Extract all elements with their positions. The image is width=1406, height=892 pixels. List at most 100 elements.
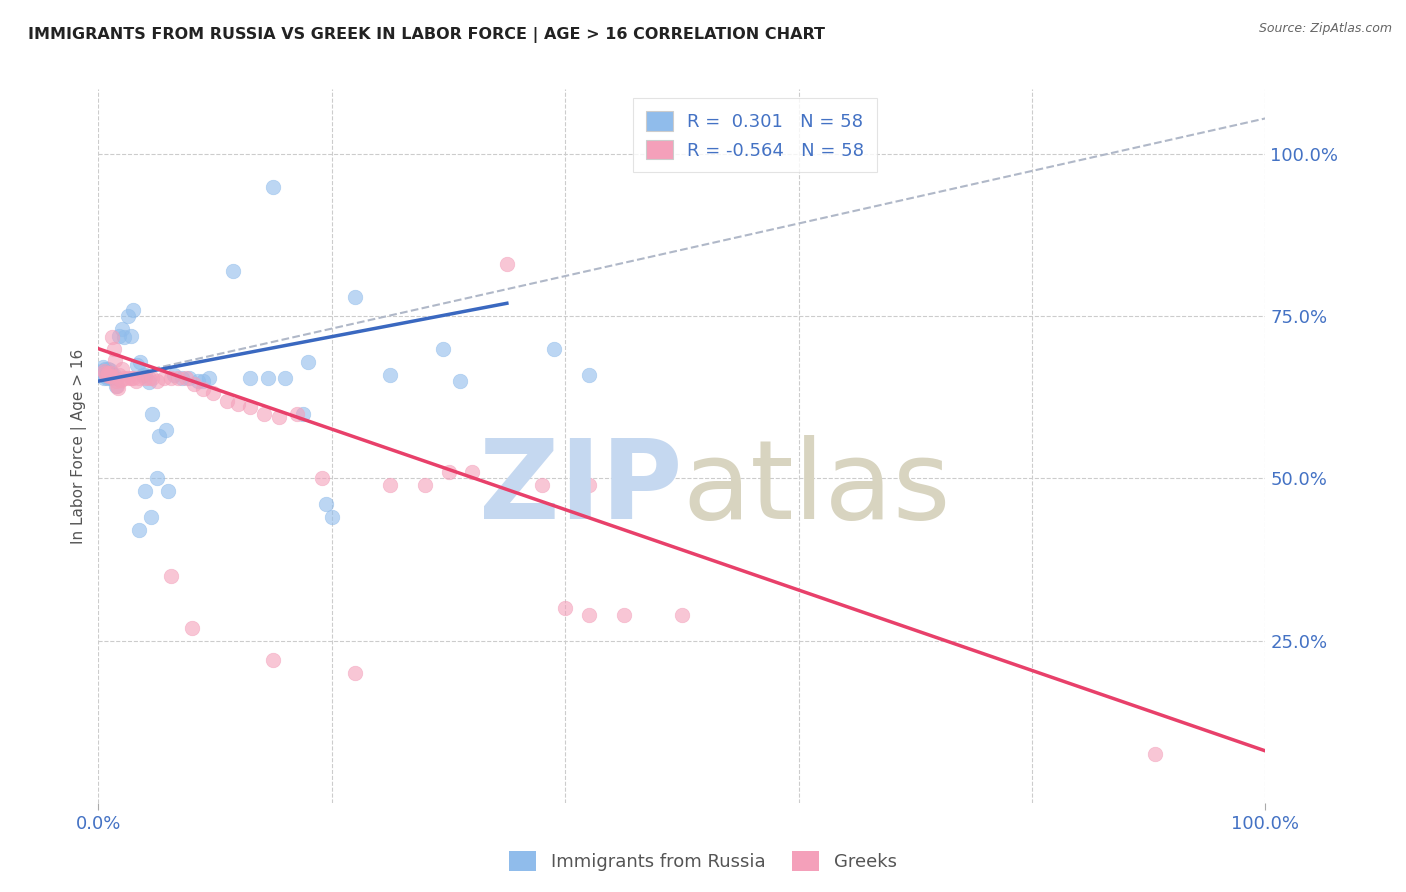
Point: [122, 302, 145, 317]
Point: [1143, 747, 1166, 761]
Point: [138, 376, 160, 390]
Point: [432, 342, 454, 356]
Point: [101, 330, 124, 344]
Point: [215, 393, 238, 408]
Point: [111, 322, 134, 336]
Point: [93, 364, 115, 378]
Point: [378, 478, 402, 492]
Point: [671, 607, 693, 622]
Point: [125, 358, 148, 372]
Point: [128, 371, 150, 385]
Point: [378, 368, 402, 382]
Point: [134, 484, 156, 499]
Point: [110, 373, 132, 387]
Point: [117, 310, 139, 324]
Legend: R =  0.301   N = 58, R = -0.564   N = 58: R = 0.301 N = 58, R = -0.564 N = 58: [633, 98, 877, 172]
Point: [108, 368, 131, 382]
Point: [344, 666, 367, 681]
Point: [107, 381, 129, 395]
Point: [179, 371, 201, 385]
Point: [138, 371, 160, 385]
Point: [134, 371, 156, 385]
Point: [93, 371, 115, 385]
Point: [495, 257, 517, 271]
Point: [163, 368, 186, 382]
Point: [112, 330, 135, 344]
Point: [166, 371, 188, 385]
Text: Source: ZipAtlas.com: Source: ZipAtlas.com: [1258, 22, 1392, 36]
Point: [98, 366, 121, 380]
Point: [93, 368, 115, 382]
Point: [98, 371, 121, 385]
Point: [97, 368, 120, 383]
Point: [96, 368, 118, 382]
Point: [530, 478, 553, 492]
Point: [146, 374, 169, 388]
Point: [101, 368, 124, 383]
Point: [157, 484, 180, 499]
Point: [91, 359, 114, 374]
Y-axis label: In Labor Force | Age > 16: In Labor Force | Age > 16: [72, 349, 87, 543]
Point: [285, 407, 308, 421]
Point: [97, 366, 120, 380]
Point: [105, 379, 128, 393]
Point: [104, 379, 127, 393]
Point: [461, 465, 484, 479]
Point: [291, 407, 314, 421]
Point: [297, 354, 319, 368]
Point: [98, 363, 121, 377]
Point: [97, 368, 120, 383]
Point: [134, 368, 156, 382]
Point: [141, 407, 163, 421]
Point: [239, 371, 262, 385]
Point: [174, 371, 197, 385]
Point: [112, 371, 135, 385]
Point: [94, 368, 117, 383]
Point: [128, 524, 150, 538]
Point: [193, 382, 215, 396]
Point: [94, 366, 117, 380]
Point: [104, 353, 127, 368]
Point: [239, 400, 262, 414]
Point: [262, 179, 284, 194]
Point: [104, 374, 127, 388]
Point: [311, 471, 333, 485]
Point: [100, 368, 122, 383]
Point: [543, 342, 565, 356]
Text: ZIP: ZIP: [478, 435, 682, 542]
Point: [103, 342, 125, 356]
Point: [108, 328, 131, 343]
Point: [97, 370, 120, 384]
Point: [193, 374, 215, 388]
Point: [578, 368, 600, 382]
Point: [172, 371, 194, 385]
Point: [96, 366, 118, 380]
Point: [613, 607, 636, 622]
Point: [159, 371, 181, 385]
Point: [315, 497, 337, 511]
Point: [90, 364, 112, 378]
Text: IMMIGRANTS FROM RUSSIA VS GREEK IN LABOR FORCE | AGE > 16 CORRELATION CHART: IMMIGRANTS FROM RUSSIA VS GREEK IN LABOR…: [28, 27, 825, 43]
Point: [413, 478, 436, 492]
Point: [269, 409, 291, 424]
Point: [274, 371, 297, 385]
Point: [103, 368, 125, 382]
Point: [96, 371, 118, 385]
Point: [159, 568, 181, 582]
Point: [155, 423, 177, 437]
Point: [100, 367, 122, 381]
Point: [139, 510, 162, 524]
Text: atlas: atlas: [682, 435, 950, 542]
Point: [132, 368, 155, 382]
Point: [201, 385, 224, 400]
Point: [221, 264, 243, 278]
Point: [141, 371, 163, 385]
Point: [97, 366, 120, 380]
Point: [344, 290, 367, 304]
Point: [125, 374, 148, 388]
Point: [554, 601, 576, 615]
Point: [187, 374, 209, 388]
Point: [122, 371, 145, 385]
Point: [198, 371, 221, 385]
Point: [437, 465, 460, 479]
